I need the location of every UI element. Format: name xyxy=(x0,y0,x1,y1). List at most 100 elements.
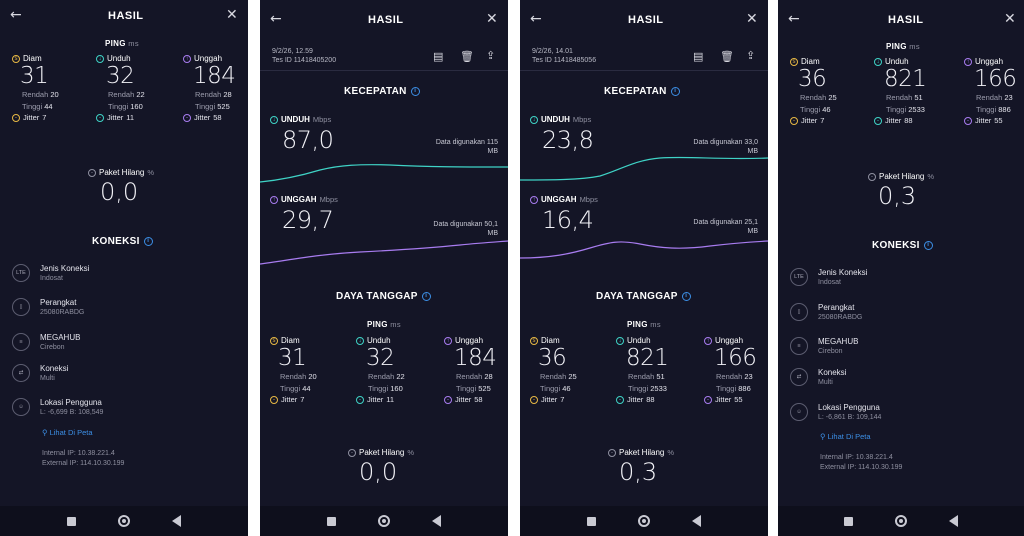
recent-apps-icon[interactable] xyxy=(327,516,336,526)
download-icon: ↓ xyxy=(270,115,278,124)
back-arrow-icon[interactable]: ← xyxy=(530,11,542,27)
ping-idle-block: s Diam 31 Rendah 20 Tinggi 44 - Jitter 7 xyxy=(12,54,82,122)
user-icon: ☺ xyxy=(790,403,808,421)
test-meta: 9/2/26, 12.59 Tes ID 11418405200 xyxy=(272,47,336,65)
document-icon[interactable]: ▤ xyxy=(693,50,704,63)
idle-icon: s xyxy=(790,57,798,66)
responsiveness-heading: DAYA TANGGAP i xyxy=(596,291,691,302)
upload-icon: ↑ xyxy=(270,195,278,204)
share-icon[interactable]: ⇪ xyxy=(746,49,756,62)
test-meta: 9/2/26, 14.01 Tes ID 11418485056 xyxy=(532,47,596,65)
loss-icon: - xyxy=(88,168,96,177)
internal-ip: Internal IP: 10.38.221.4 xyxy=(820,454,893,461)
upload-graph-line xyxy=(520,240,768,259)
close-icon[interactable]: ✕ xyxy=(1004,11,1016,27)
nav-back-icon[interactable] xyxy=(172,515,181,527)
home-icon[interactable] xyxy=(118,515,130,527)
external-ip: External IP: 114.10.30.199 xyxy=(820,464,903,471)
jitter-icon: - xyxy=(270,395,278,404)
jitter-icon: - xyxy=(874,116,882,125)
info-icon[interactable]: i xyxy=(143,236,153,246)
jitter-icon: - xyxy=(96,113,104,122)
home-icon[interactable] xyxy=(895,515,907,527)
speed-heading: KECEPATAN i xyxy=(604,86,680,97)
map-pin-icon: ⚲ xyxy=(820,432,826,441)
ping-heading: PING ms xyxy=(886,42,920,51)
external-ip: External IP: 114.10.30.199 xyxy=(42,460,125,467)
recent-apps-icon[interactable] xyxy=(67,516,76,526)
close-icon[interactable]: ✕ xyxy=(746,11,758,27)
upload-speed-value: 29,7 xyxy=(282,206,334,234)
lte-icon: LTE xyxy=(790,268,808,286)
recent-apps-icon[interactable] xyxy=(844,516,853,526)
download-graph-line xyxy=(520,156,768,181)
download-icon: ↓ xyxy=(96,54,104,63)
page-title: HASIL xyxy=(888,14,924,26)
loss-icon: - xyxy=(868,172,876,181)
download-graph xyxy=(520,156,768,181)
connection-type-row: LTE Jenis Koneksi Indosat xyxy=(790,268,867,286)
idle-ping-value: 31 xyxy=(278,345,307,371)
info-icon[interactable]: i xyxy=(421,291,431,301)
upload-graph xyxy=(520,240,768,259)
download-icon: ↓ xyxy=(874,57,882,66)
share-icon[interactable]: ⇪ xyxy=(486,49,496,62)
jitter-icon: - xyxy=(356,395,364,404)
page-title: HASIL xyxy=(108,10,144,22)
nav-back-icon[interactable] xyxy=(949,515,958,527)
info-icon[interactable]: i xyxy=(923,240,933,250)
back-arrow-icon[interactable]: ← xyxy=(10,7,22,23)
connections-row: ⇄ Koneksi Multi xyxy=(790,368,846,386)
system-nav-bar xyxy=(0,506,248,536)
close-icon[interactable]: ✕ xyxy=(486,11,498,27)
idle-icon: s xyxy=(530,336,538,345)
divider xyxy=(260,70,508,71)
connection-heading: KONEKSI i xyxy=(872,240,933,251)
download-label: ↓ UNDUH Mbps xyxy=(270,115,331,124)
idle-icon: s xyxy=(12,54,20,63)
ping-upload-block: ↑ Unggah 184 Rendah 28 Tinggi 525 - Jitter… xyxy=(183,54,247,122)
home-icon[interactable] xyxy=(378,515,390,527)
phone-screen-4: ← HASIL ✕ PING ms s Diam 36 Rendah 25 Tin… xyxy=(778,0,1024,536)
divider xyxy=(520,70,768,71)
download-ping-value: 32 xyxy=(366,345,395,371)
upload-graph-line xyxy=(260,240,508,265)
ping-heading: PING ms xyxy=(627,320,661,329)
ping-upload-block: ↑ Unggah 166 Rendah 23 Tinggi 886 - Jitter… xyxy=(964,57,1022,125)
trash-icon[interactable]: 🗑 xyxy=(720,50,734,63)
home-icon[interactable] xyxy=(638,515,650,527)
connection-type-row: LTE Jenis Koneksi Indosat xyxy=(12,264,89,282)
download-data-used: Data digunakan 115 MB xyxy=(435,139,498,155)
device-row: ▯ Perangkat 25080RABDG xyxy=(12,298,84,316)
phone-screen-1: ← HASIL ✕ PING ms s Diam 31 Rendah 20 Tin… xyxy=(0,0,248,536)
close-icon[interactable]: ✕ xyxy=(226,7,238,23)
view-map-link[interactable]: ⚲ Lihat Di Peta xyxy=(820,432,871,441)
document-icon[interactable]: ▤ xyxy=(433,50,444,63)
download-label: ↓ UNDUH Mbps xyxy=(530,115,591,124)
ping-download-block: ↓ Unduh 32 Rendah 22 Tinggi 160 - Jitter 1… xyxy=(356,336,426,404)
download-data-used: Data digunakan 33,0 MB xyxy=(693,139,758,155)
test-date: 9/2/26, 14.01 xyxy=(532,48,573,55)
jitter-icon: - xyxy=(964,116,972,125)
info-icon[interactable]: i xyxy=(670,86,680,96)
nav-back-icon[interactable] xyxy=(692,515,701,527)
ping-upload-block: ↑ Unggah 184 Rendah 28 Tinggi 525 - Jitter… xyxy=(444,336,506,404)
info-icon[interactable]: i xyxy=(681,291,691,301)
server-icon: ≡ xyxy=(790,337,808,355)
jitter-icon: - xyxy=(530,395,538,404)
responsiveness-heading: DAYA TANGGAP i xyxy=(336,291,431,302)
connections-row: ⇄ Koneksi Multi xyxy=(12,364,68,382)
info-icon[interactable]: i xyxy=(410,86,420,96)
upload-icon: ↑ xyxy=(183,54,191,63)
back-arrow-icon[interactable]: ← xyxy=(270,11,282,27)
trash-icon[interactable]: 🗑 xyxy=(460,50,474,63)
view-map-link[interactable]: ⚲ Lihat Di Peta xyxy=(42,428,93,437)
nav-back-icon[interactable] xyxy=(432,515,441,527)
arrows-icon: ⇄ xyxy=(12,364,30,382)
ping-upload-block: ↑ Unggah 166 Rendah 23 Tinggi 886 - Jitter… xyxy=(704,336,766,404)
back-arrow-icon[interactable]: ← xyxy=(788,11,800,27)
idle-ping-value: 36 xyxy=(798,66,827,92)
phone-screen-2: ← HASIL ✕ 9/2/26, 12.59 Tes ID 114184052… xyxy=(260,0,508,536)
user-location-row: ☺ Lokasi Pengguna L: -6,699 B: 108,549 xyxy=(12,398,103,416)
recent-apps-icon[interactable] xyxy=(587,516,596,526)
